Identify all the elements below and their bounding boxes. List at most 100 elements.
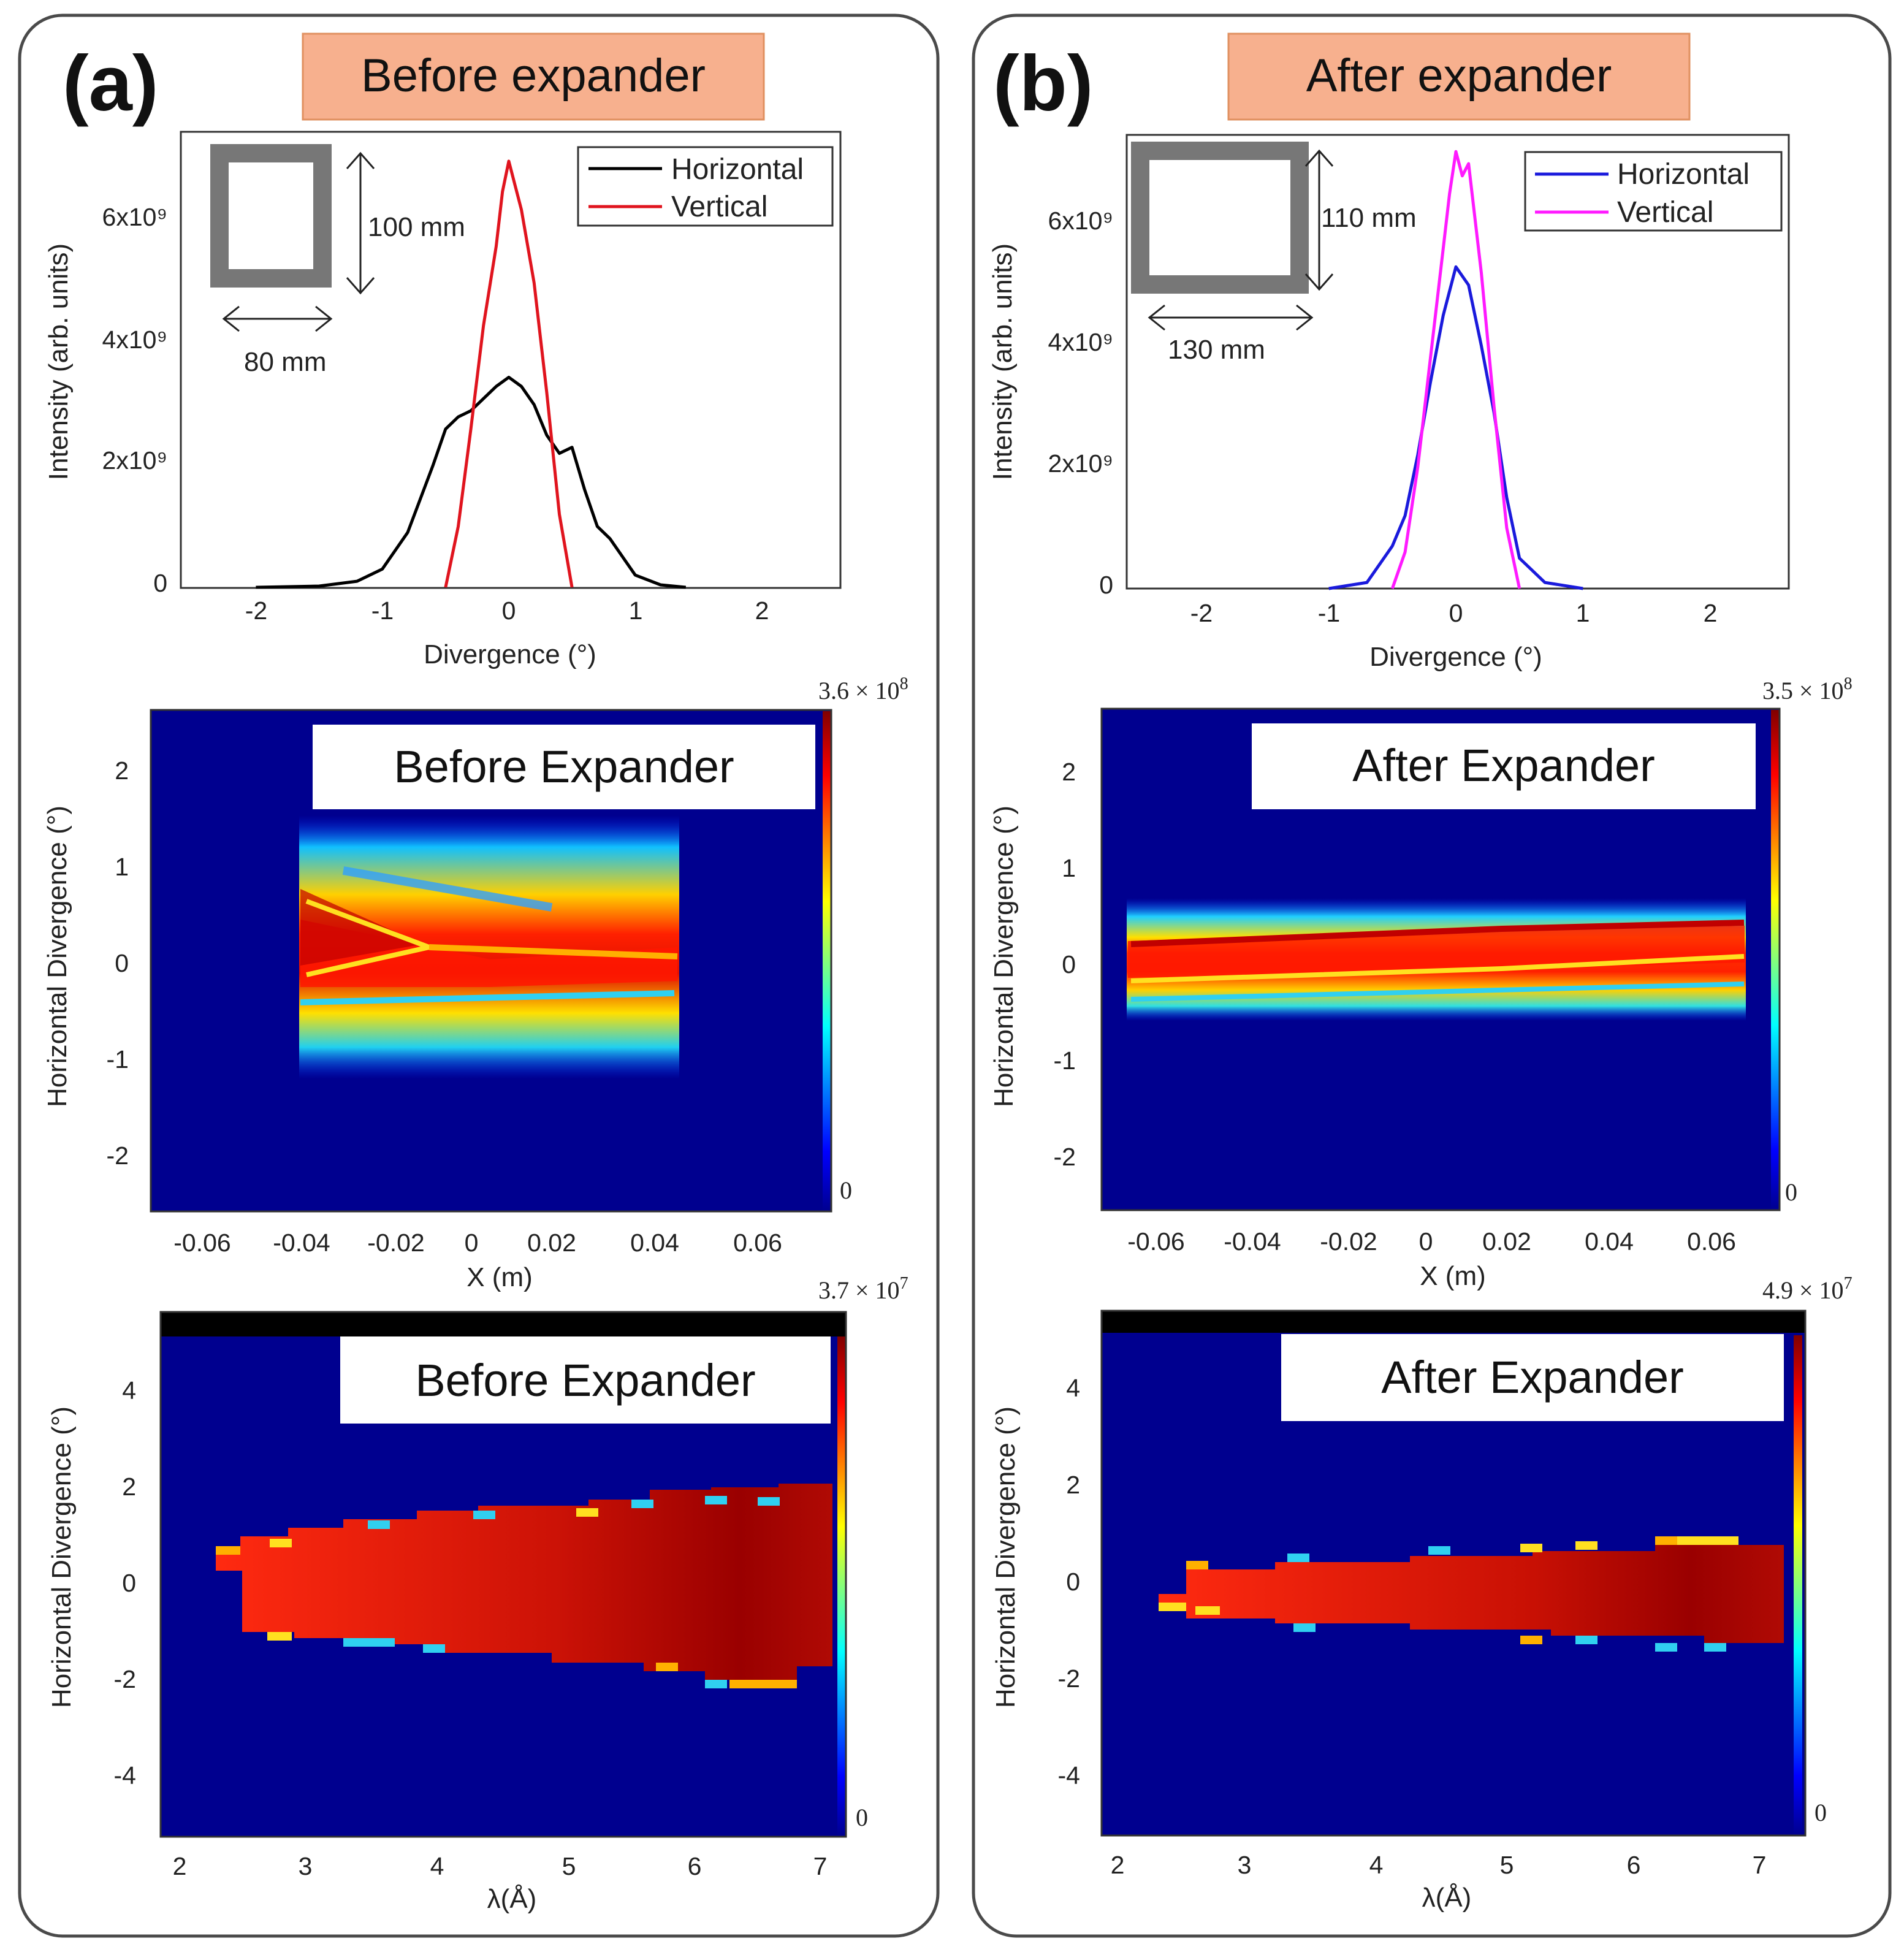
edge-pixel xyxy=(1287,1554,1309,1562)
ytick: 0 xyxy=(115,949,129,977)
xtick: 0.06 xyxy=(733,1229,782,1257)
edge-pixel xyxy=(1428,1546,1450,1555)
edge-pixel xyxy=(1704,1643,1726,1652)
heatmap-lambda-a-axes xyxy=(159,1311,847,1838)
ytick: 4x10⁹ xyxy=(102,326,167,354)
panel-a-letter: (a) xyxy=(63,40,158,128)
lambda-beam-a xyxy=(216,1484,832,1680)
ytick: -1 xyxy=(107,1045,129,1073)
beam-streak xyxy=(1130,920,1745,947)
heatmap-x-b-label-box xyxy=(1252,723,1756,809)
profile-a-xticks: -2 -1 0 1 2 xyxy=(245,597,769,625)
heatmap-lambda-a-xticks: 2 3 4 5 6 7 xyxy=(173,1852,828,1880)
profile-plot-b: 110 mm 130 mm Horizontal Vertical 0 2x10… xyxy=(988,134,1790,672)
colorbar-x-a-max-mantissa: 3.6 × 10 xyxy=(818,677,900,704)
beam-streak xyxy=(1130,954,1745,983)
xtick: -0.06 xyxy=(1127,1227,1184,1256)
heatmap-lambda-a-yticks: -4 -2 0 2 4 xyxy=(114,1376,136,1790)
xtick: 0.02 xyxy=(1482,1227,1531,1256)
inset-height-label-b: 110 mm xyxy=(1321,203,1417,233)
panel-b-title-box xyxy=(1227,32,1691,121)
lambda-edge-pixels-b xyxy=(1159,1536,1738,1652)
xtick: 7 xyxy=(813,1852,828,1880)
ytick: 2 xyxy=(122,1473,136,1501)
edge-pixel xyxy=(216,1546,240,1555)
lambda-beam-b xyxy=(1159,1545,1784,1643)
heatmap-lambda-b-ylabel: Horizontal Divergence (°) xyxy=(991,1406,1021,1708)
heatmap-x-a-label: Before Expander xyxy=(394,741,734,792)
ytick: -2 xyxy=(114,1665,136,1693)
legend-a-horizontal-label: Horizontal xyxy=(671,153,804,186)
beam-streak xyxy=(300,990,675,1005)
legend-b-horizontal-label: Horizontal xyxy=(1617,158,1750,191)
xtick: 7 xyxy=(1753,1851,1767,1879)
heatmap-x-a-xlabel: X (m) xyxy=(466,1262,533,1292)
series-line-vertical xyxy=(1390,150,1521,589)
ytick: -4 xyxy=(1058,1761,1080,1790)
xtick: 3 xyxy=(299,1852,313,1880)
ytick: 2x10⁹ xyxy=(1048,449,1113,478)
heatmap-lambda-a-ylabel: Horizontal Divergence (°) xyxy=(47,1406,77,1708)
colorbar-lambda-a-max-exponent: 7 xyxy=(900,1274,908,1293)
heatmap-lambda-a-label-box xyxy=(340,1336,831,1424)
xtick: -2 xyxy=(245,597,267,625)
ytick: 1 xyxy=(1062,854,1076,882)
edge-pixel xyxy=(1186,1561,1208,1569)
heatmap-x-b-beam xyxy=(1127,898,1746,1021)
panel-b: (b) After expander 110 mm 130 mm Horizon… xyxy=(972,13,1892,1938)
ytick: 4x10⁹ xyxy=(1048,328,1113,356)
profile-b-axes xyxy=(1125,134,1790,590)
profile-a-yticks: 0 2x10⁹ 4x10⁹ 6x10⁹ xyxy=(102,203,167,597)
heatmap-x-b-yticks: -2 -1 0 1 2 xyxy=(1054,758,1076,1171)
colorbar-lambda-b-max-exponent: 7 xyxy=(1844,1274,1853,1293)
edge-pixel xyxy=(631,1500,653,1508)
colorbar-x-b xyxy=(1771,710,1780,1210)
profile-b-ylabel: Intensity (arb. units) xyxy=(988,243,1018,480)
heatmap-lambda-b-label-box xyxy=(1281,1334,1784,1421)
xtick: -1 xyxy=(1318,599,1340,627)
heatmap-x-b-label: After Expander xyxy=(1352,740,1655,791)
panel-a-title: Before expander xyxy=(361,50,706,102)
beam-streak xyxy=(1130,982,1745,1002)
ytick: -2 xyxy=(107,1142,129,1170)
legend-b-vertical-label: Vertical xyxy=(1617,196,1713,229)
xtick: 0 xyxy=(465,1229,479,1257)
inset-arrows-a xyxy=(222,151,375,332)
colorbar-x-a-max-exponent: 8 xyxy=(900,674,908,693)
panel-b-title: After expander xyxy=(1306,50,1612,102)
xtick: 1 xyxy=(1576,599,1590,627)
xtick: 2 xyxy=(755,597,769,625)
xtick: 0 xyxy=(502,597,516,625)
heatmap-lambda-b: After Expander 4.9 × 107 0 -4 -2 0 2 4 2… xyxy=(991,1274,1853,1913)
xtick: -0.04 xyxy=(273,1229,330,1257)
xtick: 1 xyxy=(629,597,643,625)
heatmap-x-a-xticks: -0.06 -0.04 -0.02 0 0.02 0.04 0.06 xyxy=(173,1229,782,1257)
edge-pixel xyxy=(1575,1636,1597,1644)
panel-a-frame xyxy=(18,13,940,1938)
xtick: 0.04 xyxy=(1585,1227,1634,1256)
edge-pixel xyxy=(423,1644,445,1653)
xtick: 3 xyxy=(1238,1851,1252,1879)
edge-pixel xyxy=(729,1680,797,1688)
colorbar-x-a xyxy=(823,711,831,1211)
colorbar-lambda-a-max: 3.7 × 107 xyxy=(818,1274,908,1304)
beam-core xyxy=(300,920,677,987)
panel-a-title-box xyxy=(302,32,765,121)
edge-pixel xyxy=(1293,1623,1316,1632)
profile-b-xticks: -2 -1 0 1 2 xyxy=(1190,599,1718,627)
heatmap-x-b-axes xyxy=(1100,707,1781,1211)
panel-b-letter: (b) xyxy=(993,40,1093,128)
beam-guide-cross-section-a xyxy=(210,144,332,288)
heatmap-lambda-b-topband xyxy=(1102,1311,1805,1333)
xtick: -1 xyxy=(371,597,394,625)
legend-a-vertical-label: Vertical xyxy=(671,191,767,223)
heatmap-lambda-a-xlabel: λ(Å) xyxy=(487,1884,537,1914)
edge-pixel xyxy=(1520,1544,1542,1552)
ytick: 0 xyxy=(122,1569,136,1597)
edge-pixel xyxy=(368,1520,390,1529)
edge-pixel xyxy=(343,1638,395,1647)
ytick: 2 xyxy=(1062,758,1076,786)
lambda-edge-pixels-a xyxy=(216,1496,797,1688)
edge-pixel xyxy=(1195,1606,1220,1615)
ytick: -2 xyxy=(1058,1664,1080,1693)
